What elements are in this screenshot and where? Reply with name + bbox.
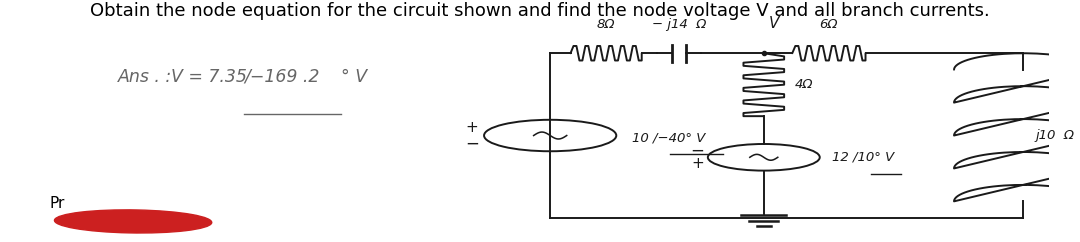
Text: 12 /10° V: 12 /10° V	[832, 151, 894, 164]
Text: Obtain the node equation for the circuit shown and find the node voltage V and a: Obtain the node equation for the circuit…	[90, 2, 990, 20]
Text: 8Ω: 8Ω	[597, 18, 616, 31]
Text: − j14  Ω: − j14 Ω	[651, 18, 706, 31]
Text: V = 7.35: V = 7.35	[171, 68, 252, 86]
Text: +: +	[465, 120, 478, 135]
Text: 10 /−40° V: 10 /−40° V	[632, 131, 705, 144]
Text: 6Ω: 6Ω	[820, 18, 838, 31]
Ellipse shape	[54, 210, 212, 233]
Text: /−169 .2: /−169 .2	[244, 68, 320, 86]
Text: −: −	[464, 134, 478, 152]
Text: −: −	[691, 142, 704, 160]
Text: +: +	[691, 157, 704, 171]
Text: 4Ω: 4Ω	[794, 78, 813, 91]
Text: V: V	[769, 16, 779, 31]
Text: Pr: Pr	[50, 196, 65, 211]
Text: Ans . :: Ans . :	[118, 68, 184, 86]
Text: j10  Ω: j10 Ω	[1036, 129, 1075, 142]
Text: ° V: ° V	[340, 68, 367, 86]
